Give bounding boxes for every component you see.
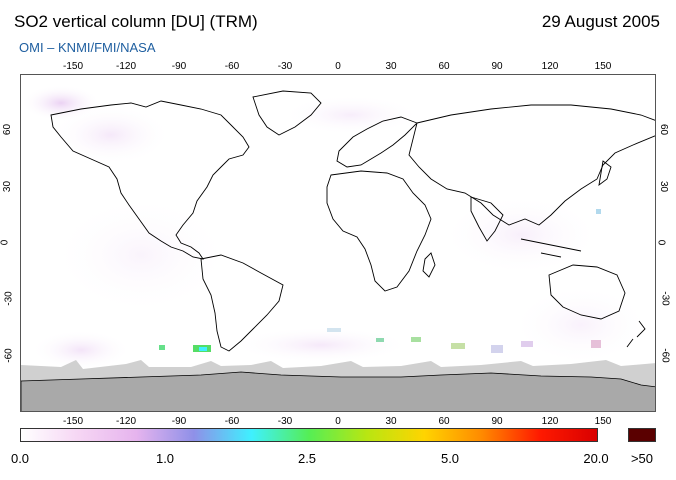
lon-tick-top: 60	[438, 61, 450, 72]
colorbar-label: >50	[630, 451, 654, 466]
lon-tick-bottom: 120	[541, 416, 559, 427]
colorbar-label: 1.0	[155, 451, 175, 466]
lon-tick-bottom: 0	[335, 416, 341, 427]
lon-tick-bottom: -60	[224, 416, 240, 427]
lat-tick-right: 60	[658, 124, 670, 136]
lon-tick-top: -150	[62, 61, 84, 72]
colorbar-label: 2.5	[297, 451, 317, 466]
lat-tick-left: -30	[3, 291, 15, 307]
lat-tick-left: -60	[3, 347, 15, 363]
colorbar-over-swatch	[628, 428, 656, 442]
lon-tick-bottom: -150	[62, 416, 84, 427]
lon-tick-top: 120	[541, 61, 559, 72]
so2-hotspots	[159, 209, 601, 353]
lon-tick-top: -120	[115, 61, 137, 72]
so2-map	[20, 74, 656, 412]
lon-tick-bottom: 30	[385, 416, 397, 427]
lat-tick-right: 30	[658, 180, 670, 192]
so2-noise-layer	[21, 85, 651, 370]
map-title: SO2 vertical column [DU] (TRM)	[14, 12, 258, 31]
lon-tick-bottom: -90	[171, 416, 187, 427]
lon-tick-bottom: -30	[277, 416, 293, 427]
lat-tick-left: 60	[2, 124, 14, 136]
lat-tick-left: 0	[0, 239, 11, 246]
lon-tick-top: 30	[385, 61, 397, 72]
lon-tick-bottom: 90	[491, 416, 503, 427]
lon-tick-bottom: -120	[115, 416, 137, 427]
lat-tick-left: 30	[2, 180, 14, 192]
data-source: OMI – KNMI/FMI/NASA	[19, 40, 156, 55]
lon-tick-bottom: 150	[594, 416, 612, 427]
antarctica	[21, 371, 655, 411]
coastlines	[50, 90, 655, 352]
lon-tick-top: -90	[171, 61, 187, 72]
lon-tick-top: 90	[491, 61, 503, 72]
world-map-canvas	[21, 85, 655, 411]
colorbar-label: 5.0	[440, 451, 460, 466]
map-date: 29 August 2005	[541, 12, 660, 31]
colorbar-label: 20.0	[583, 451, 609, 466]
lat-tick-right: -60	[659, 347, 671, 363]
colorbar	[20, 428, 598, 442]
lon-tick-top: 150	[594, 61, 612, 72]
lon-tick-top: -30	[277, 61, 293, 72]
lon-tick-top: -60	[224, 61, 240, 72]
lon-tick-top: 0	[335, 61, 341, 72]
lon-tick-bottom: 60	[438, 416, 450, 427]
colorbar-label: 0.0	[10, 451, 30, 466]
lat-tick-right: 0	[655, 239, 667, 246]
lat-tick-right: -30	[659, 291, 671, 307]
